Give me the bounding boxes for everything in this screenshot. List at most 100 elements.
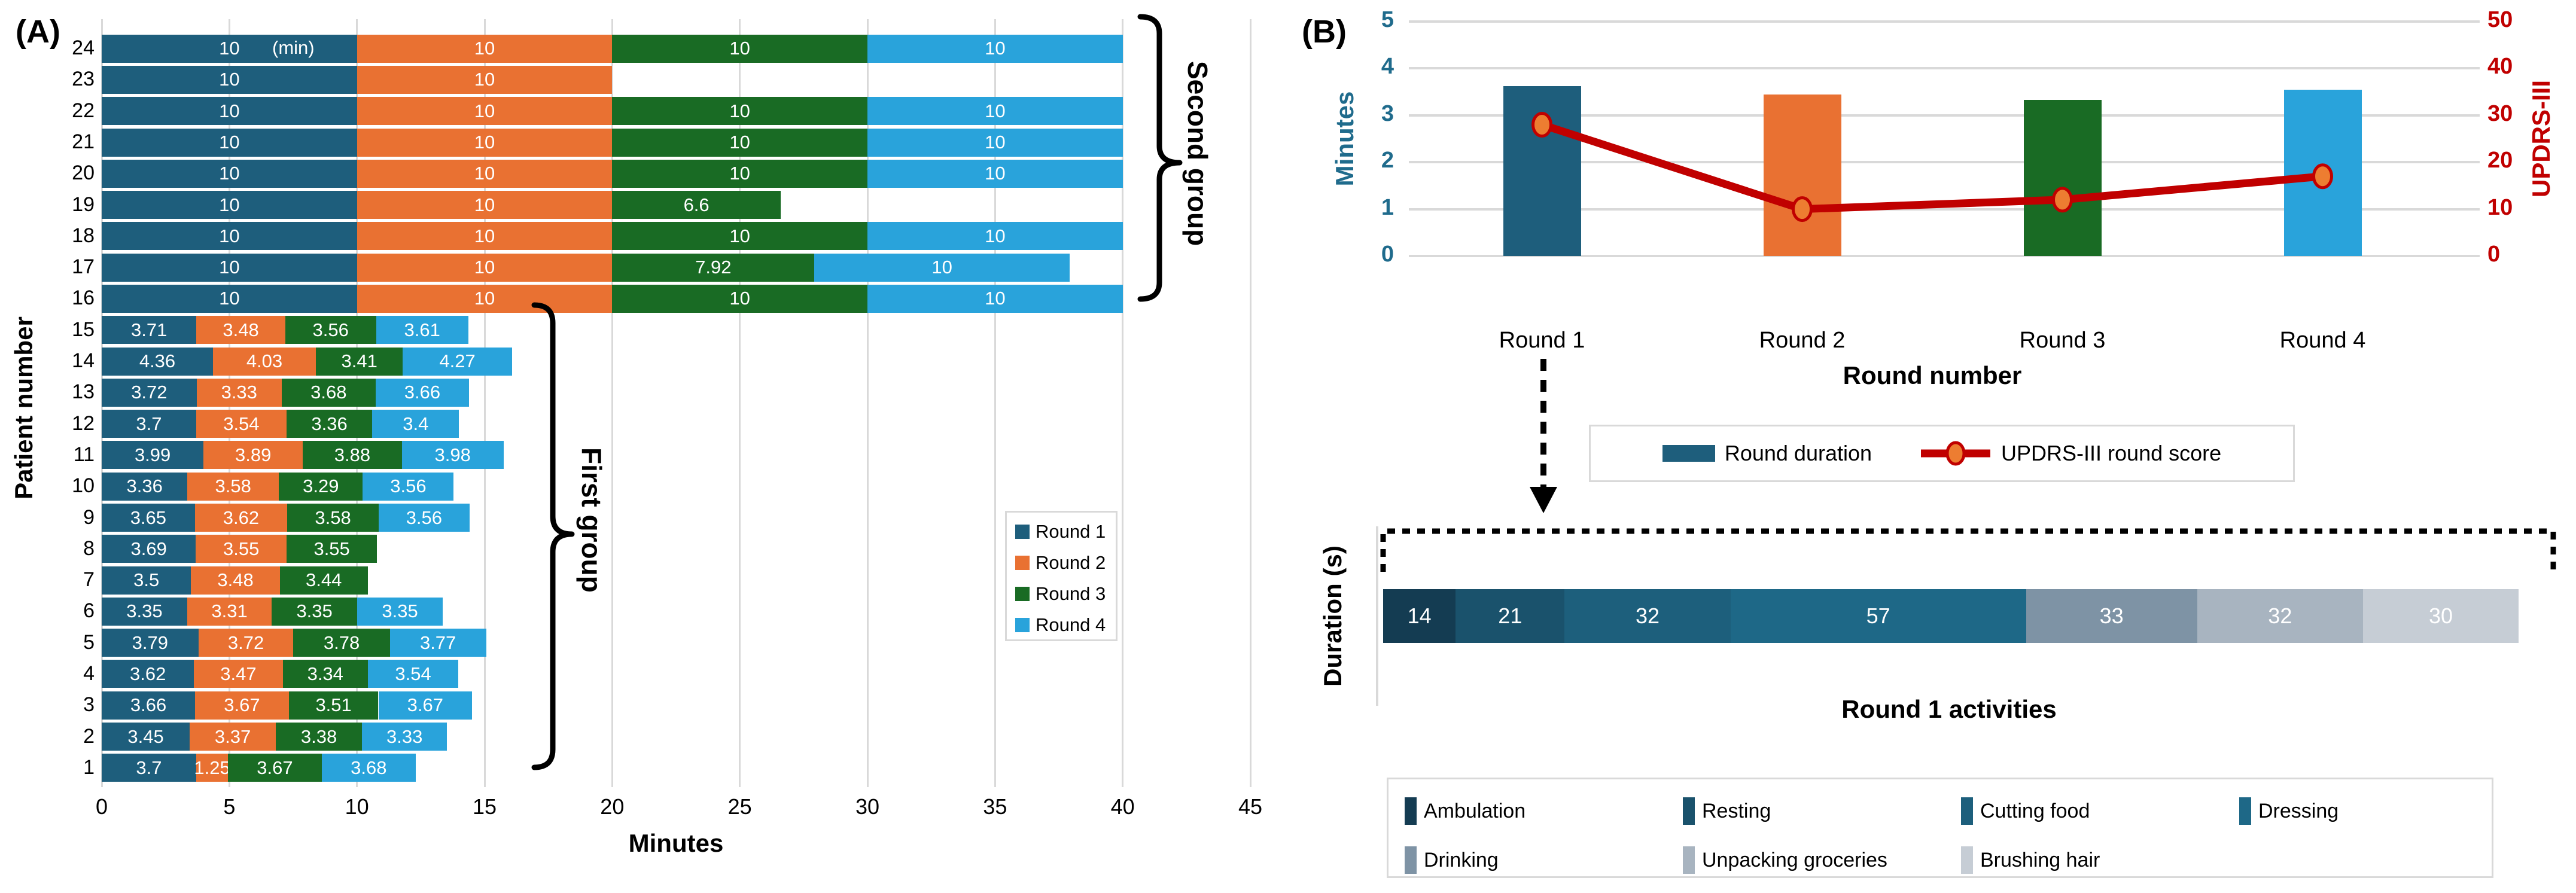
bar-value-label: 3.68 bbox=[310, 382, 347, 403]
bar-segment: 10 bbox=[612, 222, 867, 251]
legend-item: Round 4 bbox=[1007, 609, 1116, 641]
bar-value-label: 3.35 bbox=[382, 601, 418, 622]
bar-value-label: 3.33 bbox=[221, 382, 257, 403]
bar-segment: 10 bbox=[867, 128, 1123, 157]
gridline-horizontal bbox=[1409, 208, 2480, 211]
gridline-vertical bbox=[739, 19, 741, 787]
panel-b-letter: (B) bbox=[1302, 14, 1347, 50]
bar-value-label: 3.37 bbox=[214, 726, 251, 747]
activity-legend-label: Ambulation bbox=[1424, 799, 1526, 822]
bar-value-label: 10 bbox=[219, 69, 240, 90]
bar-segment: 3.65 bbox=[102, 504, 195, 532]
bar-segment: 10 bbox=[357, 34, 613, 63]
bar-value-label: 3.33 bbox=[386, 726, 423, 747]
bar-segment: 3.31 bbox=[187, 597, 272, 626]
bar-segment: 3.56 bbox=[285, 316, 376, 345]
bar-value-label: 10 bbox=[219, 257, 240, 278]
bar-segment: 3.44 bbox=[279, 566, 368, 595]
bar-value-label: 3.89 bbox=[235, 444, 272, 465]
left-y-tick-label: 1 bbox=[1381, 194, 1394, 220]
bar-segment: 3.67 bbox=[228, 754, 322, 782]
bar-value-label: 10 bbox=[219, 288, 240, 309]
bar-value-label: 3.56 bbox=[406, 507, 443, 528]
bar-segment: 3.48 bbox=[191, 566, 280, 595]
bar-segment: 10 bbox=[357, 284, 613, 313]
x-tick-label: 25 bbox=[727, 794, 752, 819]
bar-value-label: 10 bbox=[474, 194, 495, 215]
y-tick-label: 7 bbox=[83, 568, 95, 592]
bar-segment: 3.36 bbox=[286, 410, 373, 438]
bar-value-label: 10 bbox=[729, 38, 750, 59]
bar-value-label: 3.72 bbox=[131, 382, 168, 403]
bar-segment: 4.27 bbox=[403, 347, 512, 376]
bar-value-label: 10 bbox=[729, 163, 750, 184]
bar-value-label: 10 bbox=[219, 225, 240, 246]
left-y-tick-label: 4 bbox=[1381, 54, 1394, 80]
bar-value-label: 3.36 bbox=[126, 476, 163, 497]
bar-segment: 3.99 bbox=[102, 441, 204, 470]
gridline-vertical bbox=[483, 19, 486, 787]
bar-segment: 3.38 bbox=[275, 723, 363, 751]
bar-value-label: 3.51 bbox=[315, 694, 352, 716]
bar-value-label: 3.68 bbox=[351, 757, 387, 778]
bar-value-label: 10 bbox=[474, 257, 495, 278]
bar-value-label: 4.36 bbox=[139, 351, 176, 372]
bar-segment: 3.35 bbox=[357, 597, 443, 626]
updrs-line-marker bbox=[1531, 111, 1552, 138]
bar-segment: 3.56 bbox=[378, 504, 470, 532]
bar-segment: 3.68 bbox=[321, 754, 416, 782]
bar-value-label: 6.6 bbox=[683, 194, 710, 215]
bar-segment: 6.6 bbox=[612, 191, 781, 220]
activity-legend-swatch bbox=[1405, 797, 1417, 825]
bar-value-label: 10 bbox=[985, 100, 1006, 121]
bar-value-label: 3.62 bbox=[130, 663, 166, 684]
activity-segment: 57 bbox=[1730, 589, 2026, 643]
y-tick-label: 24 bbox=[72, 36, 95, 60]
legend-label: Round 4 bbox=[1036, 614, 1106, 635]
y-tick-label: 11 bbox=[73, 443, 95, 466]
legend-item-round-duration: Round duration bbox=[1662, 441, 1872, 466]
bar-segment: 3.34 bbox=[282, 660, 368, 688]
x-tick-label: 40 bbox=[1110, 794, 1135, 819]
bar-segment: 3.78 bbox=[293, 629, 390, 657]
bar-value-label: 10 bbox=[729, 132, 750, 153]
bar-value-label: 4.03 bbox=[246, 351, 283, 372]
activity-legend-label: Dressing bbox=[2258, 799, 2339, 822]
bar-segment: 10 bbox=[814, 253, 1070, 282]
bar-value-label: 3.5 bbox=[133, 569, 160, 591]
bar-segment: 3.37 bbox=[190, 723, 276, 751]
bar-segment: 3.54 bbox=[196, 410, 287, 438]
bar-segment: 7.92 bbox=[612, 253, 815, 282]
bar-segment: 10 bbox=[357, 97, 613, 126]
bar-value-label: 3.67 bbox=[407, 694, 443, 716]
activity-legend-label: Cutting food bbox=[1980, 799, 2090, 822]
second-group-brace bbox=[1137, 14, 1183, 302]
bar-value-label: 3.98 bbox=[434, 444, 471, 465]
gridline-horizontal bbox=[1409, 114, 2480, 117]
round-duration-label: Round duration bbox=[1724, 441, 1872, 465]
bar-segment: 10 bbox=[357, 159, 613, 188]
activity-segment: 14 bbox=[1383, 589, 1456, 643]
first-group-brace bbox=[531, 302, 575, 770]
activity-legend-item: Brushing hair bbox=[1961, 846, 2100, 874]
bar-segment: 4.03 bbox=[213, 347, 316, 376]
legend-item: Round 1 bbox=[1007, 516, 1116, 547]
activity-value-label: 30 bbox=[2428, 604, 2453, 628]
bar-value-label: 3.61 bbox=[404, 319, 440, 340]
bar-value-label: 3.66 bbox=[130, 694, 167, 716]
x-tick-label: 10 bbox=[345, 794, 369, 819]
activity-segment: 21 bbox=[1456, 589, 1565, 643]
bar-value-label: 3.62 bbox=[223, 507, 260, 528]
bar-value-label: 3.55 bbox=[313, 538, 350, 559]
round-duration-swatch bbox=[1662, 445, 1715, 462]
drilldown-arrow-head bbox=[1530, 487, 1557, 513]
y-tick-label: 5 bbox=[83, 630, 95, 654]
updrs-line-marker bbox=[2312, 163, 2333, 190]
bar-value-label: 3.65 bbox=[130, 507, 167, 528]
bar-segment: 10 bbox=[102, 191, 357, 220]
bar-segment: 3.66 bbox=[102, 691, 196, 720]
bar-value-label: 3.78 bbox=[323, 632, 360, 653]
bar-value-label: 3.47 bbox=[220, 663, 257, 684]
left-y-tick-label: 3 bbox=[1381, 100, 1394, 126]
